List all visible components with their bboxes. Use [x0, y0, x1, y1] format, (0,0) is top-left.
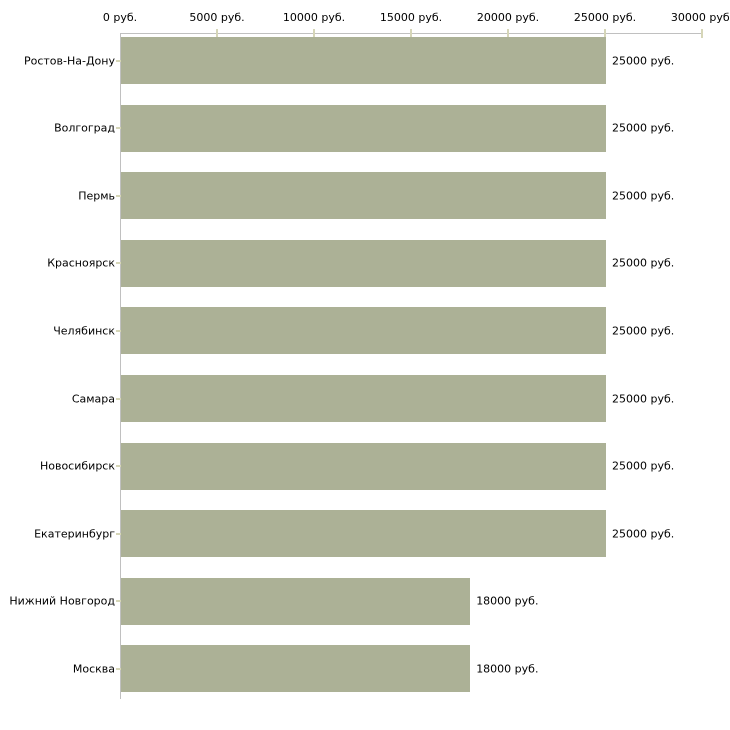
y-axis-tick-mark: [116, 600, 122, 603]
y-axis-tick-mark: [116, 127, 122, 130]
bar-5: [121, 307, 606, 355]
bar-9: [121, 577, 471, 625]
x-axis-tick-label: 15000 руб.: [379, 11, 443, 24]
category-label: Красноярск: [47, 256, 115, 270]
bar-value-label: 18000 руб.: [476, 662, 539, 676]
x-axis-tick-mark: [507, 29, 509, 38]
bar-6: [121, 375, 606, 422]
x-axis-tick-mark: [701, 29, 703, 38]
category-label: Екатеринбург: [34, 527, 115, 541]
x-axis-tick-mark: [313, 29, 315, 38]
category-label: Челябинск: [53, 324, 115, 338]
x-axis-tick-mark: [216, 29, 218, 38]
category-label: Самара: [71, 392, 115, 405]
y-axis-tick-mark: [116, 194, 122, 197]
bar-value-label: 25000 руб.: [612, 527, 675, 541]
category-label: Нижний Новгород: [9, 594, 115, 608]
category-label: Волгоград: [54, 121, 115, 135]
y-axis-tick-mark: [116, 59, 122, 62]
bar-value-label: 25000 руб.: [612, 324, 675, 338]
y-axis-tick-mark: [116, 262, 122, 265]
bar-4: [121, 239, 606, 287]
x-axis-tick-label: 30000 руб.: [670, 11, 730, 24]
category-label: Новосибирск: [39, 459, 115, 473]
y-axis-tick-mark: [116, 329, 122, 332]
bar-value-label: 25000 руб.: [612, 256, 675, 270]
bar-10: [121, 645, 471, 693]
x-axis-tick-mark: [604, 29, 606, 38]
bar-value-label: 18000 руб.: [476, 594, 539, 608]
category-label: Ростов-На-Дону: [23, 54, 115, 67]
x-axis-tick-label: 5000 руб.: [189, 11, 245, 24]
x-axis-tick-label: 10000 руб.: [282, 11, 346, 24]
y-axis-tick-mark: [116, 397, 122, 400]
bar-7: [121, 442, 606, 490]
bar-value-label: 25000 руб.: [612, 189, 675, 203]
x-axis-tick-label: 0 руб.: [102, 11, 138, 24]
category-label: Пермь: [78, 189, 115, 203]
bar-value-label: 25000 руб.: [612, 54, 675, 67]
x-axis-tick-mark: [410, 29, 412, 38]
x-axis-tick-label: 25000 руб.: [573, 11, 637, 24]
category-label: Москва: [72, 662, 115, 676]
y-axis-tick-mark: [116, 667, 122, 670]
y-axis-tick-mark: [116, 465, 122, 468]
y-axis-line: [120, 33, 121, 699]
bar-1: [121, 37, 606, 84]
y-axis-tick-mark: [116, 532, 122, 535]
bar-2: [121, 104, 606, 152]
bar-value-label: 25000 руб.: [612, 121, 675, 135]
bar-value-label: 25000 руб.: [612, 392, 675, 405]
bar-3: [121, 172, 606, 220]
bar-8: [121, 510, 606, 558]
bar-value-label: 25000 руб.: [612, 459, 675, 473]
x-axis-tick-label: 20000 руб.: [476, 11, 540, 24]
